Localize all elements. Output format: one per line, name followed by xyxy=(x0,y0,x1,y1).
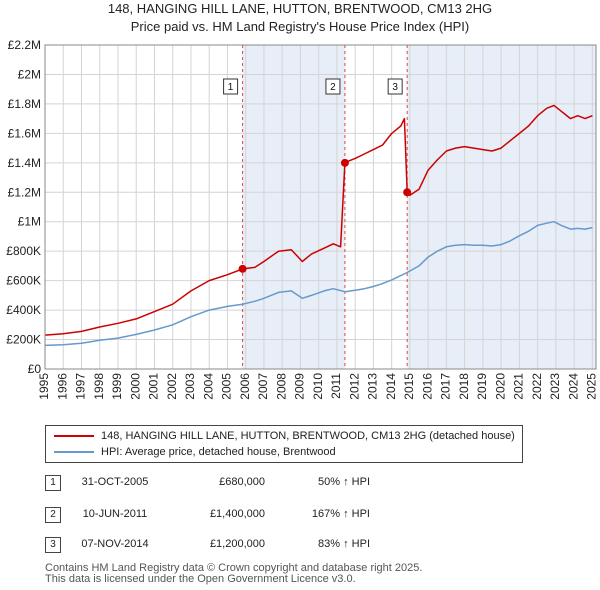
x-tick-label: 2003 xyxy=(183,373,197,400)
legend: 148, HANGING HILL LANE, HUTTON, BRENTWOO… xyxy=(45,425,523,463)
sale-price: £680,000 xyxy=(219,476,265,488)
x-tick-label: 2006 xyxy=(238,373,252,400)
sale-date: 31-OCT-2005 xyxy=(81,476,149,488)
legend-label-hpi: HPI: Average price, detached house, Bren… xyxy=(101,446,336,458)
x-tick-label: 2021 xyxy=(512,373,526,400)
sale-price: £1,400,000 xyxy=(209,508,265,520)
sale-point xyxy=(238,264,247,273)
footer-licence: This data is licensed under the Open Gov… xyxy=(45,573,356,585)
x-tick-label: 2005 xyxy=(220,373,234,400)
sale-number: 3 xyxy=(45,537,61,553)
y-tick-label: £2.2M xyxy=(8,38,41,52)
x-tick-label: 2010 xyxy=(311,373,325,400)
sale-marker-lines xyxy=(242,45,408,369)
x-tick-label: 2018 xyxy=(457,373,471,400)
x-tick-label: 2002 xyxy=(165,373,179,400)
x-tick-label: 2008 xyxy=(274,373,288,400)
x-tick-label: 2023 xyxy=(548,373,562,400)
x-tick-label: 2001 xyxy=(147,373,161,400)
y-tick-label: £0 xyxy=(28,362,42,376)
x-tick-label: 2013 xyxy=(366,373,380,400)
shaded-period xyxy=(242,45,345,369)
legend-swatch-property xyxy=(54,435,94,437)
plot-frame xyxy=(44,44,597,370)
property-price-line xyxy=(44,104,593,336)
sale-point xyxy=(340,158,349,167)
sale-label-box xyxy=(325,78,341,95)
footer-copyright: Contains HM Land Registry data © Crown c… xyxy=(45,562,423,574)
series-lines xyxy=(44,104,593,347)
chart-title: 148, HANGING HILL LANE, HUTTON, BRENTWOO… xyxy=(107,1,493,16)
hpi-line xyxy=(44,220,593,347)
x-tick-label: 2000 xyxy=(128,373,142,400)
y-tick-label: £1.4M xyxy=(8,156,41,170)
x-tick-label: 2015 xyxy=(402,373,416,400)
sale-number: 2 xyxy=(45,507,61,523)
sale-label: 2 xyxy=(330,82,336,93)
y-tick-label: £400K xyxy=(6,303,41,317)
x-tick-label: 2012 xyxy=(347,373,361,400)
y-tick-label: £1.6M xyxy=(8,126,41,140)
x-tick-label: 1997 xyxy=(74,373,88,400)
x-tick-label: 2022 xyxy=(530,373,544,400)
sale-markers: 1 2 3 xyxy=(223,78,412,273)
y-tick-label: £800K xyxy=(6,244,41,258)
sale-label-box xyxy=(387,78,403,95)
y-tick-label: £2M xyxy=(18,67,41,81)
x-tick-label: 2019 xyxy=(475,373,489,400)
x-tick-label: 2011 xyxy=(329,373,343,399)
x-tick-label: 2024 xyxy=(566,373,580,400)
x-tick-label: 1996 xyxy=(55,373,69,400)
y-tick-label: £1M xyxy=(18,215,41,229)
x-tick-label: 2007 xyxy=(256,373,270,400)
x-tick-label: 2009 xyxy=(293,373,307,400)
sale-label-box xyxy=(223,78,239,95)
sale-label: 3 xyxy=(392,82,398,93)
x-tick-label: 2025 xyxy=(585,373,599,400)
y-tick-label: £1.8M xyxy=(8,97,41,111)
sale-hpi-change: 83% ↑ HPI xyxy=(318,538,370,550)
x-tick-label: 2004 xyxy=(201,373,215,400)
y-tick-label: £1.2M xyxy=(8,185,41,199)
y-tick-label: £200K xyxy=(6,333,41,347)
sale-date: 07-NOV-2014 xyxy=(81,538,149,550)
x-tick-label: 2014 xyxy=(384,373,398,400)
legend-swatch-hpi xyxy=(54,451,94,453)
sale-number: 1 xyxy=(45,475,61,491)
sale-label: 1 xyxy=(228,82,234,93)
x-tick-label: 2016 xyxy=(420,373,434,400)
axes: £0 £200K £400K £600K £800K £1M £1.2M £1.4M £1.6M… xyxy=(6,38,598,400)
sale-hpi-change: 167% ↑ HPI xyxy=(311,508,370,520)
legend-label-property: 148, HANGING HILL LANE, HUTTON, BRENTWOO… xyxy=(101,430,515,442)
x-tick-label: 1995 xyxy=(37,373,51,400)
x-tick-label: 1998 xyxy=(92,373,106,400)
x-tick-label: 1999 xyxy=(110,373,124,400)
sale-hpi-change: 50% ↑ HPI xyxy=(318,476,370,488)
x-tick-label: 2020 xyxy=(493,373,507,400)
y-tick-label: £600K xyxy=(6,274,41,288)
sale-point xyxy=(403,188,412,197)
x-tick-label: 2017 xyxy=(439,373,453,400)
sale-price: £1,200,000 xyxy=(209,538,265,550)
sale-date: 10-JUN-2011 xyxy=(82,508,148,520)
chart-subtitle: Price paid vs. HM Land Registry's House … xyxy=(130,19,470,34)
